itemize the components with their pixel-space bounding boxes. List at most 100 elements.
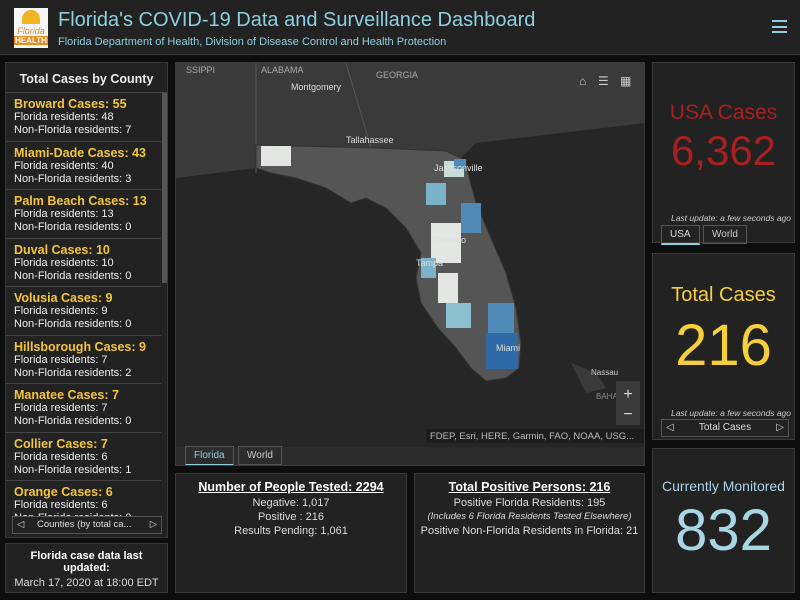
attribution-bg xyxy=(426,429,644,443)
county-detail: Non-Florida residents: 0 xyxy=(14,415,132,427)
county-item: Miami-Dade Cases: 43 Florida residents: 4… xyxy=(6,142,161,190)
county-detail: Non-Florida residents: 3 xyxy=(14,172,132,185)
tool-bar xyxy=(568,68,640,94)
county-panel: Total Cases by County Broward Cases: 55 F… xyxy=(5,62,168,538)
county-detail: Florida residents: 10 xyxy=(14,256,114,269)
monitored-panel: Currently Monitored 832 xyxy=(652,448,795,593)
county-detail: Florida residents: 7 xyxy=(14,402,108,414)
county-detail: Florida residents: 6 xyxy=(14,499,108,511)
indicator-nav[interactable]: ◁ Total Cases ▷ xyxy=(661,419,789,437)
scrollbar[interactable] xyxy=(162,93,167,283)
state-border xyxy=(345,63,372,149)
county xyxy=(461,203,481,233)
map-label: Tallahassee xyxy=(346,135,394,145)
county-name: Collier Cases: 7 xyxy=(14,436,108,451)
county-detail: Florida residents: 9 xyxy=(14,305,108,317)
county-detail: Florida residents: 40 xyxy=(14,159,114,172)
island xyxy=(571,363,606,393)
county-name: Miami-Dade Cases: 43 xyxy=(14,145,147,160)
indicator-value: 216 xyxy=(675,313,772,378)
subtitle: Florida Department of Health, Division o… xyxy=(58,36,447,48)
county-detail: Non-Florida residents: 1 xyxy=(14,463,132,476)
stat-line: Negative: 1,017 xyxy=(252,497,330,509)
logo: Florida HEALTH xyxy=(14,8,48,48)
county xyxy=(421,258,436,278)
county-item: Broward Cases: 55 Florida residents: 48 No… xyxy=(6,93,161,142)
county xyxy=(454,159,466,169)
county xyxy=(486,333,518,369)
county-detail: Florida residents: 13 xyxy=(14,208,114,220)
map-tab[interactable]: Florida xyxy=(185,446,234,465)
home-button[interactable]: ⌂ xyxy=(579,74,586,88)
tab[interactable]: USA xyxy=(661,225,700,245)
nav-label: Total Cases xyxy=(698,422,752,433)
panel-title: Total Positive Persons: 216 xyxy=(448,480,611,494)
zoom-out[interactable]: − xyxy=(623,406,632,423)
label: Florida case data last updated: xyxy=(30,550,143,574)
map-label: Montgomery xyxy=(291,82,342,92)
land xyxy=(176,63,644,178)
map-label: Orlando xyxy=(434,235,466,245)
map-label: Nassau xyxy=(591,368,618,377)
nav-label: Counties (by total ca... xyxy=(36,519,132,530)
total-panel: Total Cases 216 Last update: a few secon… xyxy=(652,253,795,440)
map-label: ALABAMA xyxy=(261,65,304,75)
county-detail: Florida residents: 7 xyxy=(14,353,108,366)
county-item: Hillsborough Cases: 9 Florida residents: … xyxy=(6,336,161,384)
update-note: Last update: a few seconds ago xyxy=(670,213,791,223)
zoom-in[interactable]: + xyxy=(623,386,632,403)
indicator-value: 832 xyxy=(675,498,772,563)
county-name: Broward Cases: 55 xyxy=(14,97,127,111)
basemap-button[interactable]: ▦ xyxy=(620,74,631,88)
map-tab[interactable]: World xyxy=(238,446,282,465)
map: SSIPPI ALABAMA GEORGIA Montgomery Tallahasse… xyxy=(176,63,644,447)
legend-button[interactable]: ☰ xyxy=(598,74,609,88)
map-tools: ⌂ ☰ ▦ + − xyxy=(568,68,640,425)
header: Florida HEALTH Florida's COVID-19 Data a… xyxy=(0,0,800,55)
county-detail: Non-Florida residents: 0 xyxy=(14,269,132,282)
logo-sun xyxy=(22,10,40,24)
county-list: Broward Cases: 55 Florida residents: 48 No… xyxy=(6,93,161,516)
map-label: SSIPPI xyxy=(186,65,215,75)
logo-text: Florida xyxy=(17,26,45,36)
panel-title: Number of People Tested: 2294 xyxy=(198,480,384,494)
update-note: Last update: a few seconds ago xyxy=(670,408,791,418)
county xyxy=(438,273,458,303)
last-updated: Florida case data last updated: March 17… xyxy=(5,543,168,593)
map-label: BAHAMAS xyxy=(596,392,635,401)
indicator-title: USA Cases xyxy=(669,101,778,124)
indicator-value: 6,362 xyxy=(670,127,777,174)
tab[interactable]: World xyxy=(703,225,747,244)
map-label: Miami xyxy=(496,343,520,353)
list-nav[interactable]: ◁ Counties (by total ca... ▷ xyxy=(12,516,162,534)
county-detail: Non-Florida residents: 0 xyxy=(14,512,161,516)
county-item: Palm Beach Cases: 13 Florida residents: 1… xyxy=(6,190,161,239)
zoom-bar xyxy=(616,381,640,425)
county-item: Collier Cases: 7 Florida residents: 6 Non-… xyxy=(6,433,161,481)
map-label: GEORGIA xyxy=(376,70,418,80)
county xyxy=(261,146,291,166)
usa-panel: USA Cases 6,362 Last update: a few secon… xyxy=(652,62,795,245)
county-name: Duval Cases: 10 xyxy=(14,242,110,257)
county xyxy=(446,303,471,328)
county xyxy=(488,303,514,333)
stat-line: Positive Non-Florida Residents in Florid… xyxy=(420,525,639,537)
county-name: Manatee Cases: 7 xyxy=(14,388,119,402)
county-name: Volusia Cases: 9 xyxy=(14,291,113,305)
map-label: Tampa xyxy=(416,258,443,268)
indicator-title: Currently Monitored xyxy=(662,478,785,494)
menu-button[interactable] xyxy=(772,20,787,33)
positive-panel: Total Positive Persons: 216 Positive Flo… xyxy=(414,473,645,593)
county-name: Hillsborough Cases: 9 xyxy=(14,339,146,354)
indicator-title: Total Cases xyxy=(671,284,776,306)
stat-line: Positive : 216 xyxy=(257,511,325,523)
county-detail: Non-Florida residents: 0 xyxy=(14,318,132,330)
county-detail: Non-Florida residents: 2 xyxy=(14,366,132,379)
logo-text: HEALTH xyxy=(14,36,48,45)
title: Florida's COVID-19 Data and Surveillance… xyxy=(58,9,536,31)
county-detail: Non-Florida residents: 0 xyxy=(14,221,132,233)
county-detail: Florida residents: 48 xyxy=(14,111,114,123)
panel-title: Total Cases by County xyxy=(6,63,167,93)
